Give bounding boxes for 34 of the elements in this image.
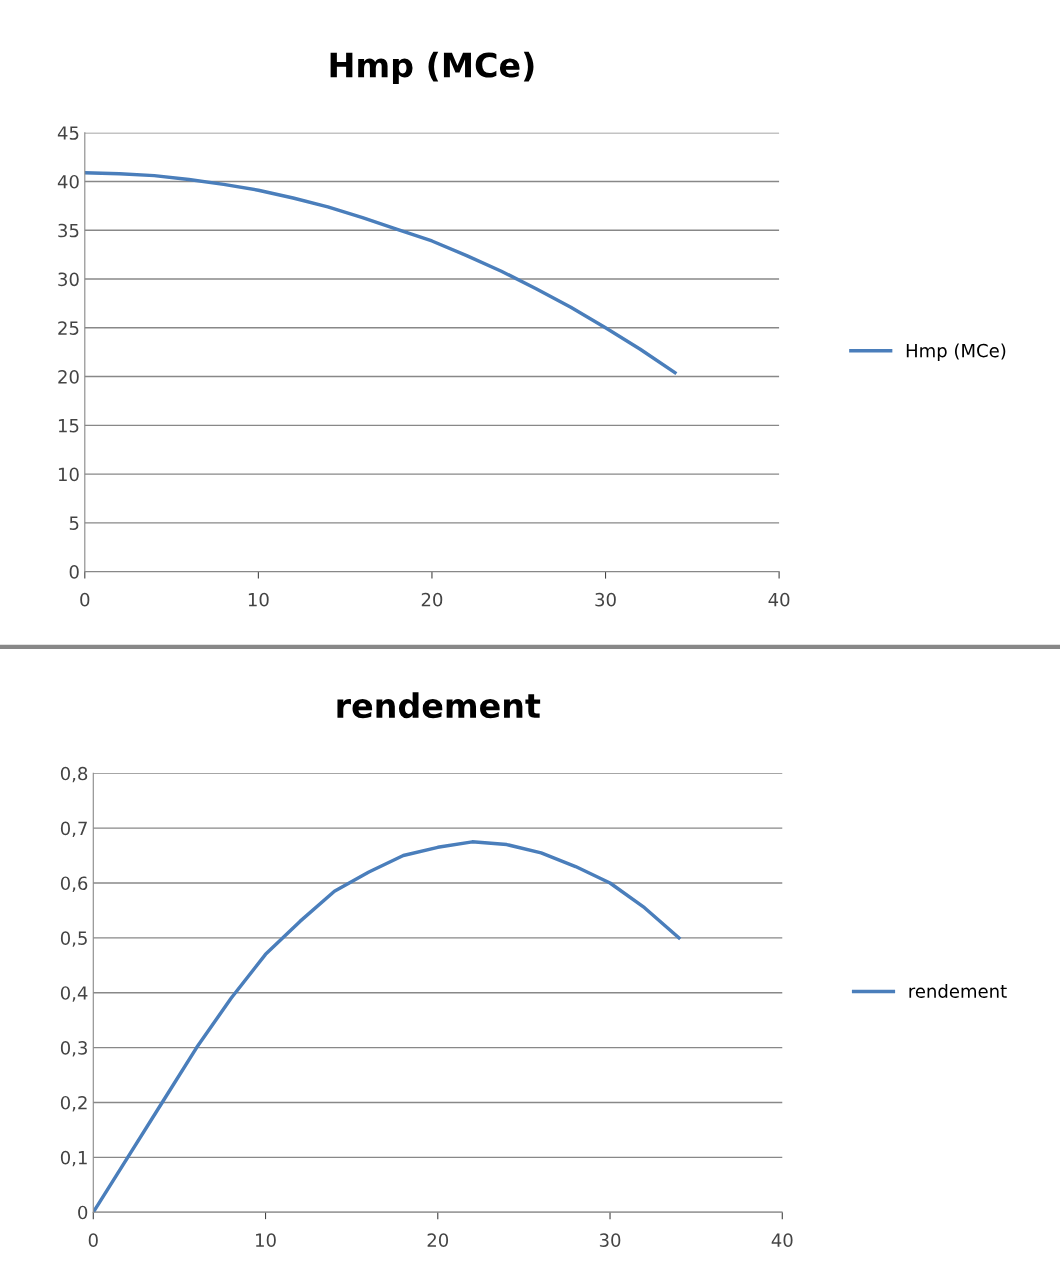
- y-tick-label: 0,8: [60, 766, 88, 783]
- x-tick-label: 20: [421, 592, 443, 607]
- legend-label: Hmp (MCe): [906, 343, 1006, 361]
- y-tick-label: 15: [58, 419, 79, 433]
- chart-title: Hmp (MCe): [330, 51, 534, 85]
- y-tick-label: 0,6: [60, 876, 88, 892]
- y-tick-label: 0,4: [60, 986, 88, 1002]
- x-tick-label: 20: [427, 1233, 449, 1248]
- y-tick-label: 10: [58, 467, 79, 482]
- y-tick-label: 5: [69, 516, 79, 530]
- y-tick-label: 0,2: [60, 1095, 87, 1112]
- y-tick-label: 0: [78, 1205, 88, 1220]
- x-tick-label: 30: [595, 592, 616, 607]
- x-tick-label: 30: [599, 1233, 621, 1248]
- x-tick-label: 40: [768, 592, 790, 607]
- x-tick-label: 10: [256, 1233, 276, 1248]
- y-tick-label: 0,5: [60, 931, 87, 947]
- chart-title: rendement: [337, 692, 541, 719]
- y-tick-label: 35: [58, 223, 79, 238]
- y-tick-label: 0,1: [60, 1150, 87, 1167]
- y-tick-label: 25: [58, 321, 79, 335]
- y-tick-label: 45: [57, 126, 79, 140]
- y-tick-label: 40: [57, 174, 79, 189]
- y-tick-label: 30: [58, 272, 79, 287]
- line-series: [84, 170, 677, 375]
- y-tick-label: 0: [69, 565, 79, 579]
- y-tick-label: 0,3: [60, 1041, 87, 1057]
- x-tick-label: 10: [248, 592, 269, 607]
- legend-label: rendement: [909, 983, 1007, 998]
- y-tick-label: 0,7: [60, 821, 87, 838]
- x-tick-label: 40: [771, 1233, 793, 1248]
- x-tick-label: 0: [88, 1233, 98, 1248]
- y-tick-label: 20: [58, 370, 79, 384]
- line-series: [93, 840, 681, 1213]
